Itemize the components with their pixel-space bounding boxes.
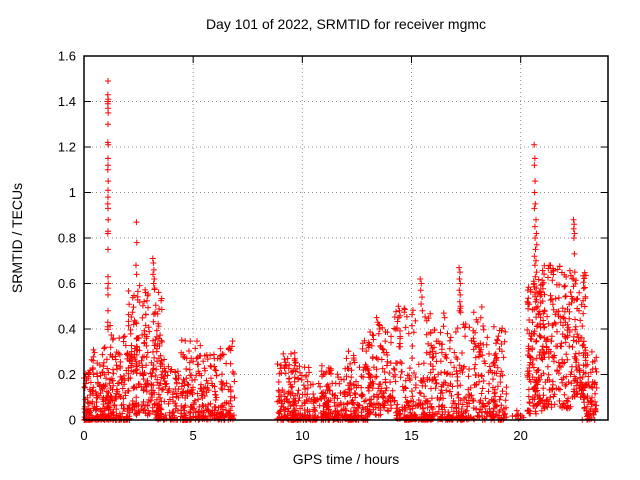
x-tick-label: 15 — [404, 428, 418, 443]
y-tick-label: 0.2 — [58, 367, 76, 382]
x-tick-label: 20 — [513, 428, 527, 443]
gridlines — [84, 56, 608, 420]
y-tick-label: 1 — [69, 185, 76, 200]
x-axis-label: GPS time / hours — [293, 451, 400, 467]
plot-border — [83, 55, 609, 421]
x-tick-label: 0 — [80, 428, 87, 443]
y-tick-label: 0.4 — [58, 322, 76, 337]
chart-title: Day 101 of 2022, SRMTID for receiver mgm… — [206, 16, 486, 32]
y-axis-label: SRMTID / TECUs — [9, 183, 25, 293]
y-tick-label: 1.6 — [58, 49, 76, 64]
y-tick-label: 1.4 — [58, 94, 76, 109]
tick-labels: 0 5 10 15 20 0 0.2 0.4 0.6 0.8 1 1.2 1.4 1.6 — [58, 49, 528, 444]
x-tick-label: 5 — [190, 428, 197, 443]
y-tick-label: 0.8 — [58, 231, 76, 246]
y-tick-label: 0.6 — [58, 276, 76, 291]
y-tick-label: 1.2 — [58, 140, 76, 155]
x-tick-label: 10 — [295, 428, 309, 443]
data-points — [81, 78, 600, 423]
y-tick-label: 0 — [69, 413, 76, 428]
